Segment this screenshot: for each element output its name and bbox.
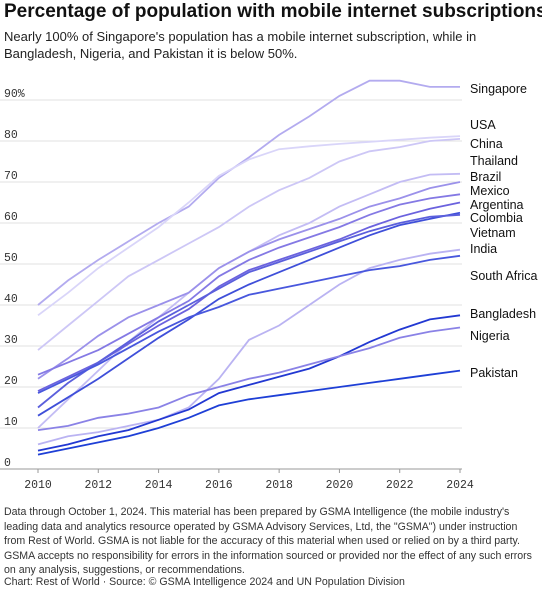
x-tick-label: 2016	[205, 479, 233, 492]
chart-title: Percentage of population with mobile int…	[4, 1, 542, 22]
series-line	[37, 172, 461, 429]
x-tick-label: 2020	[326, 479, 354, 492]
y-tick-label: 10	[4, 416, 18, 429]
series-line	[37, 138, 461, 351]
series-line	[37, 326, 461, 431]
x-tick-label: 2018	[265, 479, 293, 492]
series-label: India	[470, 242, 498, 256]
series-label: Singapore	[470, 82, 527, 96]
series-label: Argentina	[470, 198, 524, 212]
series-label: Nigeria	[470, 329, 510, 343]
series-line	[37, 254, 461, 394]
series-line	[37, 369, 461, 456]
y-tick-label: 60	[4, 211, 18, 224]
series-line	[37, 314, 461, 452]
series-label: USA	[470, 118, 496, 132]
series-line	[37, 193, 461, 376]
x-tick-label: 2014	[145, 479, 173, 492]
series-label: Mexico	[470, 184, 510, 198]
footnote: Data through October 1, 2024. This mater…	[4, 506, 532, 576]
series-line	[37, 135, 461, 317]
source: Chart: Rest of World · Source: © GSMA In…	[4, 576, 405, 588]
y-tick-label: 90%	[4, 88, 25, 101]
series-label: Bangladesh	[470, 307, 537, 321]
series-label: Brazil	[470, 170, 502, 184]
series-label: China	[470, 137, 503, 151]
x-tick-label: 2010	[24, 479, 52, 492]
x-tick-label: 2022	[386, 479, 414, 492]
series-line	[37, 213, 461, 409]
chart-subtitle: Nearly 100% of Singapore's population ha…	[4, 29, 477, 61]
series-label: Colombia	[470, 211, 523, 225]
series-label: Thailand	[470, 154, 518, 168]
y-tick-label: 40	[4, 293, 18, 306]
series-label: Vietnam	[470, 226, 516, 240]
x-tick-label: 2024	[446, 479, 474, 492]
series-line	[37, 248, 461, 446]
series-line	[37, 211, 461, 417]
series-label: South Africa	[470, 269, 538, 283]
y-tick-label: 70	[4, 170, 18, 183]
series-line	[37, 79, 460, 306]
y-tick-label: 0	[4, 457, 11, 470]
y-tick-label: 50	[4, 252, 18, 265]
x-tick-label: 2012	[84, 479, 112, 492]
y-tick-label: 30	[4, 334, 18, 347]
series-line	[37, 181, 461, 380]
series-label: Pakistan	[470, 366, 518, 380]
y-tick-label: 80	[4, 129, 18, 142]
y-tick-label: 20	[4, 375, 18, 388]
